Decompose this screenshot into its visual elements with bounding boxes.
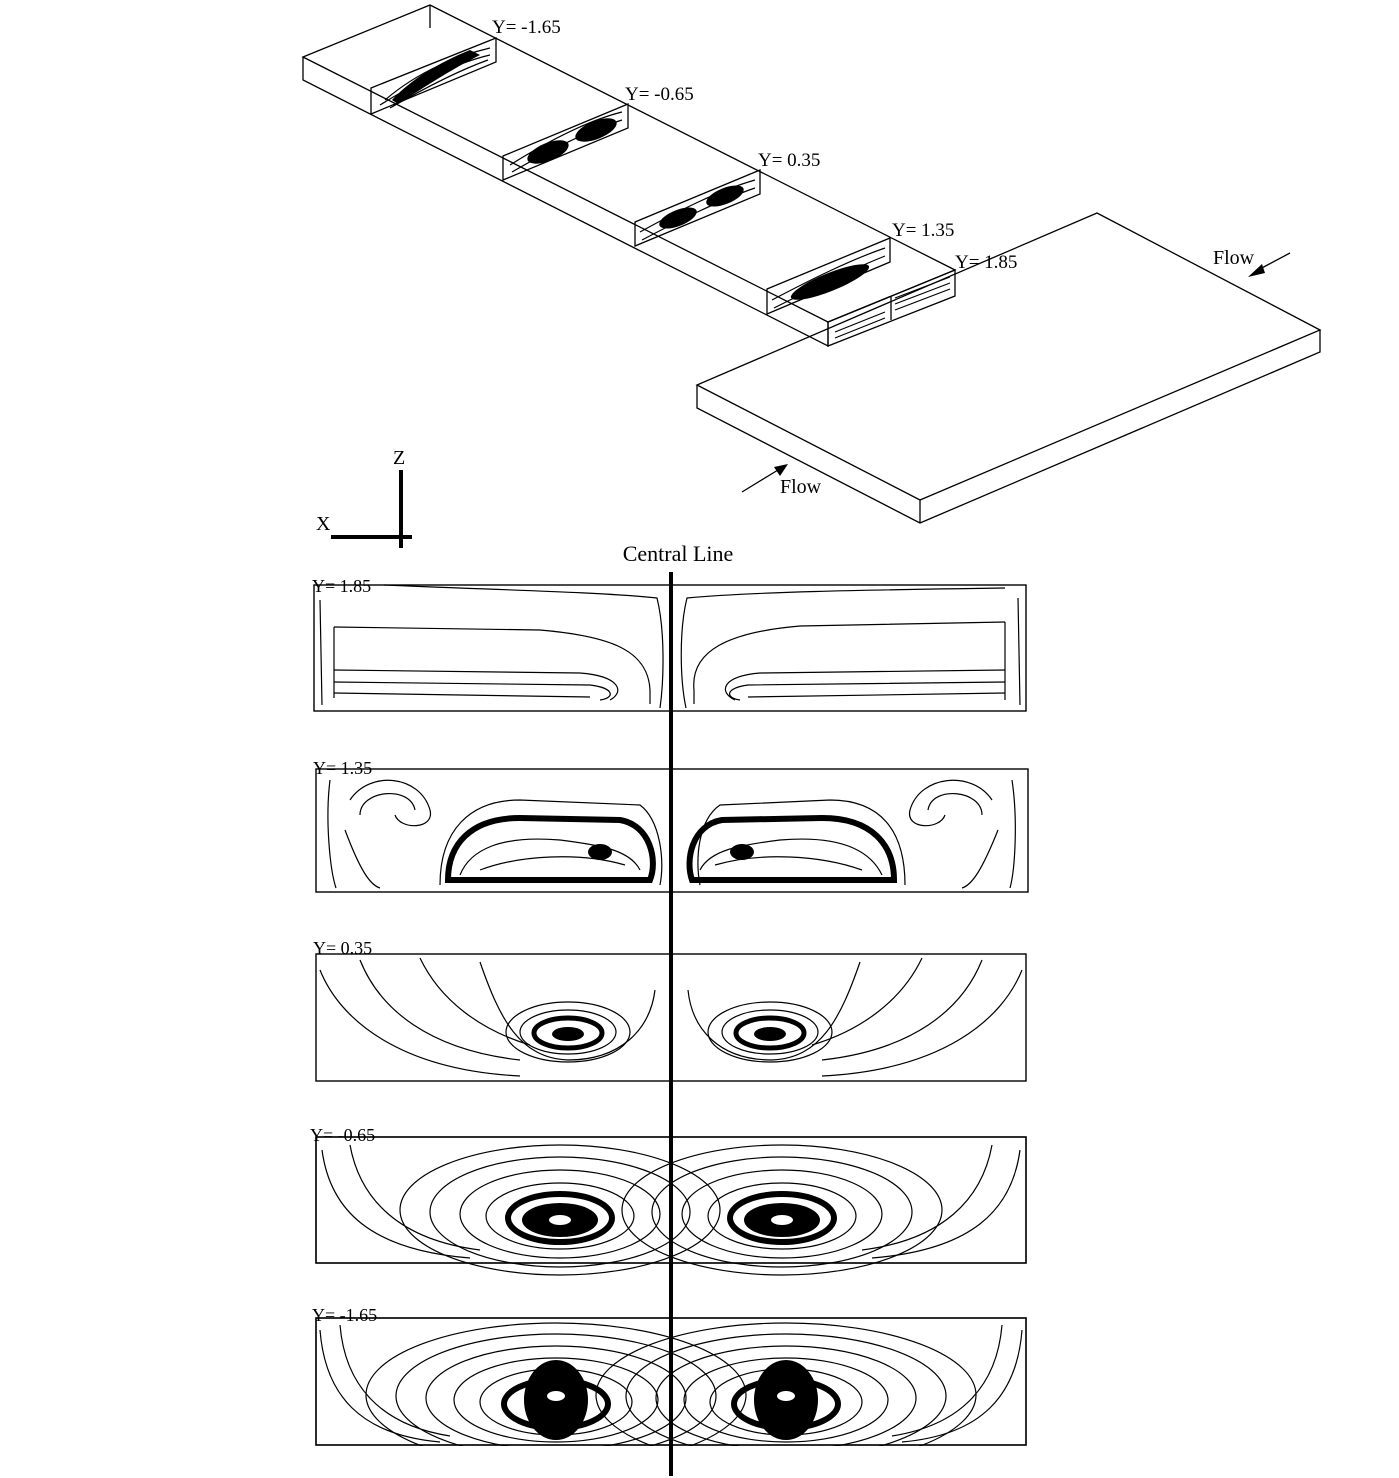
central-line-label: Central Line (623, 541, 734, 566)
section-label-y-135: Y= 1.35 (892, 220, 954, 241)
flow-arrow-bottom (741, 464, 788, 493)
panel-label-y-135: Y= 1.35 (313, 758, 372, 778)
streamlines-y-neg165 (319, 1324, 1023, 1443)
streamlines-y-035 (319, 957, 1023, 1077)
section-slice-b (502, 103, 629, 181)
axis-indicator: Z X (316, 447, 412, 548)
isometric-view: Y= -1.65 Y= -0.65 Y= 0.35 Y= 1.35 Y= 1.8… (301, 4, 1322, 524)
section-label-y-neg065: Y= -0.65 (625, 84, 694, 105)
panel-label-y-neg065: Y= -0.65 (310, 1125, 375, 1145)
flow-label-top: Flow (1213, 247, 1255, 269)
section-label-y-185: Y= 1.85 (955, 252, 1017, 273)
section-slice-d (766, 237, 891, 315)
section-panel-y-neg065: Y= -0.65 (310, 1100, 1033, 1276)
vortex-right-y-035 (707, 1001, 833, 1063)
streamlines-y-neg065 (321, 1144, 1021, 1259)
panel-label-y-035: Y= 0.35 (313, 938, 372, 958)
streamlines-y-185 (319, 584, 1021, 709)
section-slice-c (634, 169, 761, 247)
flow-label-bottom: Flow (780, 476, 822, 498)
axis-label-z: Z (393, 447, 405, 469)
panel-label-y-neg165: Y= -1.65 (312, 1305, 377, 1325)
section-panel-y-135: Y= 1.35 (313, 758, 1029, 893)
streamlines-y-135 (327, 779, 1016, 889)
vortex-right-y-neg065 (621, 1144, 943, 1276)
section-label-y-035: Y= 0.35 (758, 150, 820, 171)
vortex-right-y-135 (686, 814, 898, 883)
section-label-y-neg165: Y= -1.65 (492, 17, 561, 38)
plate-outline (695, 212, 1322, 524)
vortex-left-y-135 (444, 814, 656, 883)
section-panel-y-neg165: Y= -1.65 (312, 1280, 1033, 1476)
axis-label-x: X (316, 513, 331, 535)
vortex-left-y-035 (505, 1001, 631, 1063)
vortex-left-y-neg065 (399, 1144, 721, 1276)
flow-arrow-top (1248, 252, 1291, 277)
panel-label-y-185: Y= 1.85 (312, 576, 371, 596)
section-slice-a (370, 37, 497, 115)
channel-outline (301, 4, 957, 348)
